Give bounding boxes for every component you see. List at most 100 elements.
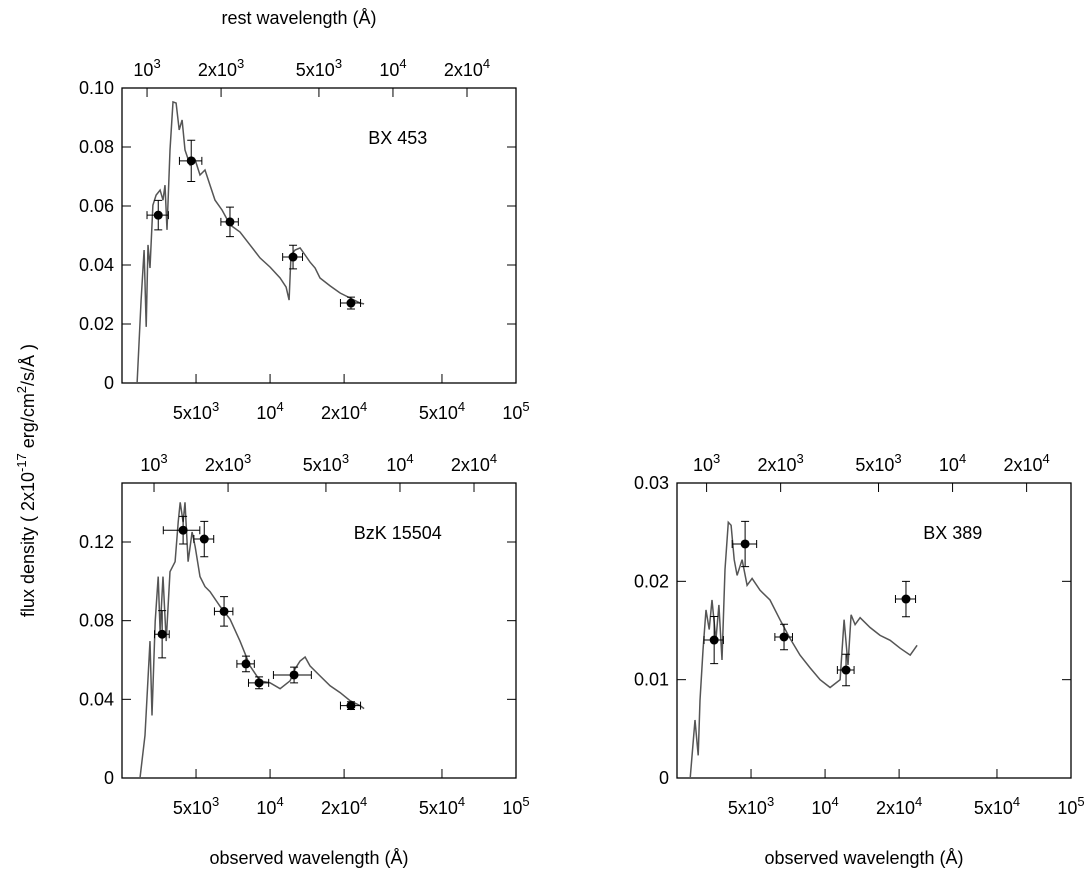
data-point [288, 252, 298, 262]
y-axis-label-part: erg/cm [18, 393, 38, 453]
x-tick-label-base: 10 [256, 798, 276, 818]
data-point [178, 525, 188, 535]
x2-tick-label-sup: 3 [244, 451, 251, 466]
data-point [186, 156, 196, 166]
data-point [346, 701, 356, 711]
y-tick-label: 0.06 [79, 196, 114, 216]
y-tick-label: 0.02 [634, 571, 669, 591]
y-tick-label: 0 [659, 768, 669, 788]
data-point [346, 298, 356, 308]
x-tick-label: 104 [811, 794, 838, 818]
x-tick-label-base: 5x10 [974, 798, 1013, 818]
y-tick-label: 0 [104, 768, 114, 788]
x2-tick-label: 2x104 [451, 451, 497, 475]
y-axis-label-sup: 2 [14, 386, 29, 393]
x2-tick-label-sup: 3 [153, 56, 160, 71]
x2-tick-label-base: 10 [133, 60, 153, 80]
x-tick-label-base: 5x10 [173, 403, 212, 423]
y-tick-label: 0 [104, 373, 114, 393]
y-tick-label: 0.08 [79, 137, 114, 157]
x2-tick-label: 2x104 [1003, 451, 1049, 475]
x2-tick-label-sup: 3 [160, 451, 167, 466]
x2-tick-label: 5x103 [303, 451, 349, 475]
panel-title: BX 453 [368, 128, 427, 148]
y-tick-label: 0.10 [79, 78, 114, 98]
x2-tick-label-base: 10 [379, 60, 399, 80]
x2-tick-label-sup: 4 [406, 451, 413, 466]
data-point [841, 665, 851, 675]
y-tick-label: 0.04 [79, 255, 114, 275]
x-tick-label: 2x104 [321, 794, 367, 818]
x-tick-label: 5x104 [419, 399, 465, 423]
x-axis-label: observed wavelength (Å) [764, 848, 963, 868]
x-tick-label: 104 [256, 794, 283, 818]
data-point [901, 594, 911, 604]
x-tick-label: 2x104 [321, 399, 367, 423]
x-tick-label-base: 10 [502, 403, 522, 423]
x2-tick-label-sup: 3 [237, 56, 244, 71]
x-tick-label-sup: 4 [458, 794, 465, 809]
data-point [709, 635, 719, 645]
x2-tick-label-base: 10 [386, 455, 406, 475]
x2-tick-label: 2x103 [205, 451, 251, 475]
x-tick-label-base: 2x10 [321, 403, 360, 423]
x2-tick-label-sup: 3 [713, 451, 720, 466]
x2-tick-label-base: 2x10 [198, 60, 237, 80]
x-tick-label-sup: 3 [212, 794, 219, 809]
x-tick-label-sup: 4 [360, 794, 367, 809]
x2-tick-label: 104 [386, 451, 413, 475]
y-tick-label: 0.08 [79, 611, 114, 631]
data-point [779, 632, 789, 642]
x-tick-label: 5x104 [419, 794, 465, 818]
x-tick-label-base: 2x10 [876, 798, 915, 818]
data-point [199, 534, 209, 544]
x2-tick-label: 104 [379, 56, 406, 80]
x2-tick-label-sup: 4 [1043, 451, 1050, 466]
x-tick-label-sup: 4 [915, 794, 922, 809]
x2-tick-label: 104 [939, 451, 966, 475]
y-axis-label-part: /s/Å ) [18, 344, 38, 386]
y-tick-label: 0.02 [79, 314, 114, 334]
x2-tick-label-sup: 4 [959, 451, 966, 466]
model-spectrum [136, 100, 365, 384]
x2-tick-label-base: 2x10 [444, 60, 483, 80]
x2-tick-label-base: 10 [140, 455, 160, 475]
x-tick-label-sup: 3 [767, 794, 774, 809]
x-tick-label: 5x103 [173, 399, 219, 423]
x2-axis-label: rest wavelength (Å) [221, 8, 376, 28]
x2-tick-label-sup: 4 [483, 56, 490, 71]
data-point [254, 678, 264, 688]
x-tick-label-base: 5x10 [419, 798, 458, 818]
x-tick-label: 5x104 [974, 794, 1020, 818]
plot-frame [121, 482, 517, 779]
y-axis-label-sup: -17 [14, 453, 29, 472]
x-tick-label-sup: 5 [522, 399, 529, 414]
data-point [289, 670, 299, 680]
x2-tick-label: 2x104 [444, 56, 490, 80]
y-tick-label: 0.03 [634, 473, 669, 493]
x2-tick-label-sup: 3 [342, 451, 349, 466]
x-tick-label-sup: 4 [831, 794, 838, 809]
x-tick-label-base: 2x10 [321, 798, 360, 818]
model-spectrum [139, 502, 365, 779]
x2-tick-label-base: 2x10 [451, 455, 490, 475]
x2-tick-label: 2x103 [758, 451, 804, 475]
data-point [225, 217, 235, 227]
x-tick-label-sup: 5 [1077, 794, 1084, 809]
data-point [740, 539, 750, 549]
y-tick-label: 0.12 [79, 532, 114, 552]
plot-frame [676, 482, 1072, 779]
x-tick-label-sup: 4 [276, 794, 283, 809]
x2-tick-label-base: 5x10 [296, 60, 335, 80]
x-tick-label-base: 5x10 [173, 798, 212, 818]
y-axis-label-part: flux density ( 2x10 [18, 472, 38, 617]
data-point [241, 659, 251, 669]
data-point [153, 210, 163, 220]
x2-tick-label-sup: 3 [335, 56, 342, 71]
plot-frame [121, 87, 517, 384]
x-tick-label-sup: 4 [276, 399, 283, 414]
x-tick-label: 5x103 [728, 794, 774, 818]
x2-tick-label: 5x103 [855, 451, 901, 475]
x2-tick-label: 2x103 [198, 56, 244, 80]
x2-tick-label-base: 5x10 [303, 455, 342, 475]
